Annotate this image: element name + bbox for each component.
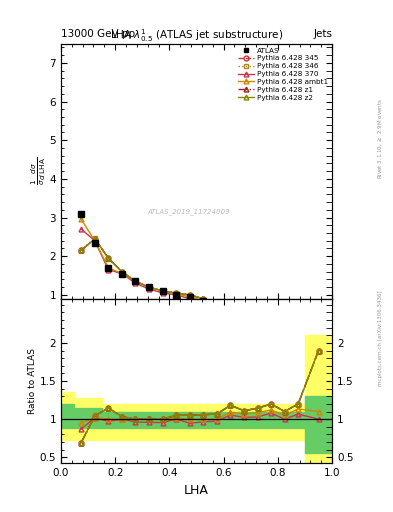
- Legend: ATLAS, Pythia 6.428 345, Pythia 6.428 346, Pythia 6.428 370, Pythia 6.428 ambt1,: ATLAS, Pythia 6.428 345, Pythia 6.428 34…: [236, 46, 330, 103]
- X-axis label: LHA: LHA: [184, 484, 209, 497]
- Title: LHA $\lambda^1_{0.5}$ (ATLAS jet substructure): LHA $\lambda^1_{0.5}$ (ATLAS jet substru…: [110, 27, 283, 44]
- Text: ATLAS_2019_11724009: ATLAS_2019_11724009: [147, 208, 230, 216]
- Y-axis label: Ratio to ATLAS: Ratio to ATLAS: [28, 348, 37, 414]
- Y-axis label: $\frac{1}{\sigma}\frac{d\sigma}{d\,\mathrm{LHA}}$: $\frac{1}{\sigma}\frac{d\sigma}{d\,\math…: [29, 157, 48, 185]
- Text: Rivet 3.1.10, $\geq$ 2.9M events: Rivet 3.1.10, $\geq$ 2.9M events: [376, 98, 384, 179]
- Text: 13000 GeV pp: 13000 GeV pp: [61, 29, 135, 39]
- Text: Jets: Jets: [313, 29, 332, 39]
- Text: mcplots.cern.ch [arXiv:1306.3436]: mcplots.cern.ch [arXiv:1306.3436]: [378, 290, 383, 386]
